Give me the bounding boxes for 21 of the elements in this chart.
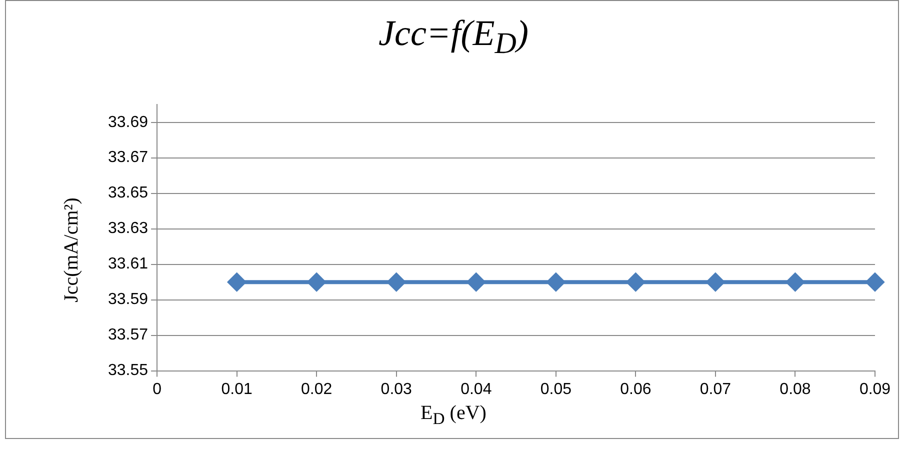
- x-tick-label: 0.07: [700, 380, 732, 398]
- y-tick-label: 33.65: [108, 184, 148, 202]
- x-tick-label: 0.06: [620, 380, 652, 398]
- y-axis-title: Jcc(mA/cm²): [60, 198, 84, 302]
- chart-title: Jcc=f(E$_{D}$): [378, 12, 530, 62]
- x-tick-label: 0.01: [221, 380, 252, 398]
- x-axis-title: E$_{D}$ (eV): [420, 402, 488, 429]
- x-tick-label: 0.04: [460, 380, 492, 398]
- y-tick-label: 33.57: [108, 326, 148, 344]
- y-tick-label: 33.59: [108, 291, 148, 308]
- y-tick-label: 33.55: [108, 362, 148, 380]
- x-tick-label: 0.08: [780, 380, 811, 398]
- y-tick-label: 33.69: [108, 114, 148, 131]
- y-tick-label: 33.67: [108, 149, 148, 166]
- x-tick-label: 0.05: [540, 380, 572, 398]
- x-tick-label: 0.02: [301, 380, 332, 398]
- x-tick-label: 0: [152, 380, 162, 398]
- x-tick-label: 0.03: [380, 380, 412, 398]
- x-tick-label: 0.09: [859, 380, 891, 398]
- y-tick-label: 33.61: [108, 256, 148, 273]
- y-tick-label: 33.63: [108, 220, 148, 238]
